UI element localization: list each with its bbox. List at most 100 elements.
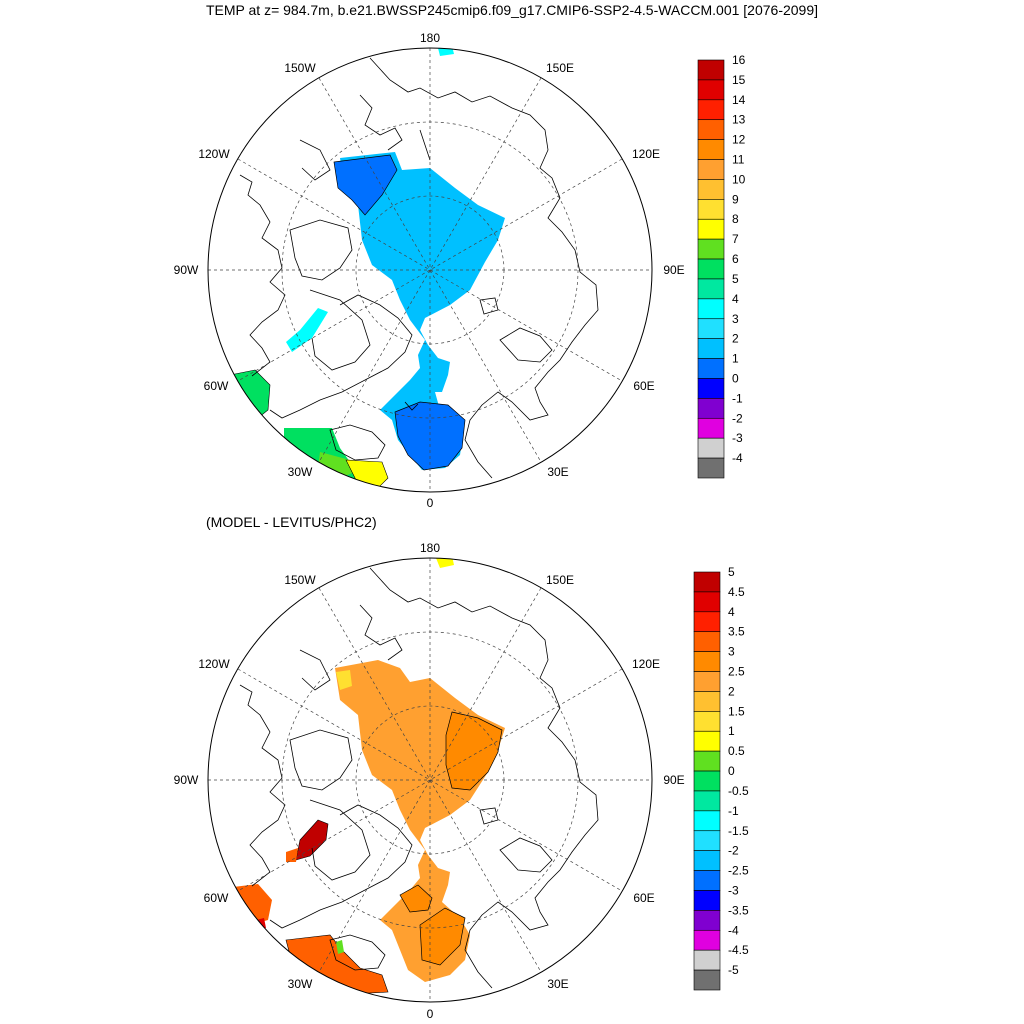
p2-region-baffin-bay: [295, 819, 329, 861]
cb1-label-15: 1: [732, 352, 739, 366]
cb2-label-11: -0.5: [728, 784, 749, 798]
p2-label-120E: 120E: [632, 657, 660, 671]
p1-label-180: 180: [420, 31, 440, 45]
p1-region-central-arctic: [340, 152, 505, 470]
cb1-swatch-7: [697, 199, 725, 220]
panel2-subtitle: (MODEL - LEVITUS/PHC2): [206, 514, 377, 530]
p1-label-0: 0: [427, 496, 434, 510]
p2-region-baffin-bay-edge: [286, 848, 298, 862]
cb1-swatch-12: [697, 298, 725, 320]
cb1-label-7: 9: [732, 192, 739, 206]
cb2-swatch-13: [693, 830, 721, 851]
cb1-label-18: -2: [732, 411, 743, 425]
cb1-label-0: 16: [732, 53, 746, 67]
cb1-label-2: 14: [732, 93, 746, 107]
p1-region-bering-strait-patch: [438, 48, 454, 56]
cb1-label-20: -4: [732, 451, 743, 465]
cb1-label-4: 12: [732, 133, 746, 147]
cb2-label-2: 4: [728, 605, 735, 619]
cb1-swatch-8: [697, 218, 725, 240]
p2-map-border: [207, 557, 653, 1003]
figure-title: TEMP at z= 984.7m, b.e21.BWSSP245cmip6.f…: [205, 2, 819, 18]
cb1-swatch-4: [697, 139, 725, 160]
p1-region-nordic-seas-core: [394, 401, 466, 471]
cb2-label-18: -4: [728, 923, 739, 937]
p1-label-150E: 150E: [546, 61, 574, 75]
cb2-swatch-1: [693, 591, 721, 613]
cb1-swatch-20: [697, 457, 725, 479]
cb1-label-19: -3: [732, 431, 743, 445]
p1-label-150W: 150W: [284, 61, 316, 75]
cb1-swatch-16: [697, 378, 725, 399]
cb2-label-9: 0.5: [728, 744, 745, 758]
cb2-label-16: -3: [728, 883, 739, 897]
cb2-label-12: -1: [728, 804, 739, 818]
cb1-swatch-13: [697, 318, 725, 339]
cb2-swatch-2: [693, 611, 721, 633]
p1-region-canada-basin-core: [333, 154, 398, 216]
p2-region-nordic-seas-core: [399, 884, 433, 913]
cb2-label-0: 5: [728, 565, 735, 579]
cb2-swatch-0: [693, 571, 721, 593]
panel1-map: 180 150W 150E 120W 120E 90W 90E 60W 60E …: [174, 31, 685, 510]
p2-label-150E: 150E: [546, 573, 574, 587]
cb1-swatch-14: [697, 338, 725, 359]
p2-region-eurasian-basin-core: [445, 711, 503, 791]
p2-label-60W: 60W: [204, 891, 229, 905]
cb2-swatch-14: [693, 850, 721, 871]
p2-label-90W: 90W: [174, 773, 199, 787]
cb1-label-13: 3: [732, 312, 739, 326]
cb1-swatch-9: [697, 238, 725, 260]
cb1-label-6: 10: [732, 172, 746, 186]
cb2-swatch-3: [693, 631, 721, 652]
cb2-label-6: 2: [728, 684, 735, 698]
cb2-swatch-16: [693, 890, 721, 911]
panel2-colorbar: 5 4.5 4 3.5 3 2.5 2 1.5 1 0.5 0 -0.5 -1 -1.5 -2 -2.5 -3 -…: [693, 565, 749, 991]
cb1-label-9: 7: [732, 232, 739, 246]
cb2-swatch-10: [693, 770, 721, 792]
p2-label-150W: 150W: [284, 573, 316, 587]
p1-map-border: [207, 47, 653, 493]
cb1-label-10: 6: [732, 252, 739, 266]
cb2-swatch-11: [693, 790, 721, 812]
cb2-swatch-9: [693, 750, 721, 772]
cb2-label-13: -1.5: [728, 824, 749, 838]
p1-label-60W: 60W: [204, 379, 229, 393]
cb1-swatch-0: [697, 59, 725, 81]
cb1-label-11: 5: [732, 272, 739, 286]
cb2-swatch-15: [693, 870, 721, 891]
cb2-label-14: -2: [728, 844, 739, 858]
p1-label-30E: 30E: [547, 465, 568, 479]
p1-lon-labels: 180 150W 150E 120W 120E 90W 90E 60W 60E …: [174, 31, 685, 510]
cb1-label-14: 2: [732, 332, 739, 346]
p2-region-central-arctic: [335, 660, 505, 982]
cb2-swatch-8: [693, 730, 721, 752]
p1-label-30W: 30W: [288, 465, 313, 479]
p1-label-120W: 120W: [198, 147, 230, 161]
cb2-label-1: 4.5: [728, 585, 745, 599]
cb1-label-3: 13: [732, 113, 746, 127]
cb1-swatch-10: [697, 258, 725, 280]
p2-region-greenland-sea-core: [419, 907, 466, 966]
cb1-swatch-3: [697, 119, 725, 140]
p1-label-120E: 120E: [632, 147, 660, 161]
cb1-swatch-5: [697, 159, 725, 180]
cb1-swatch-2: [697, 99, 725, 121]
p2-label-30W: 30W: [288, 977, 313, 991]
p2-lon-labels: 180 150W 150E 120W 120E 90W 90E 60W 60E …: [174, 541, 685, 1021]
cb1-swatch-1: [697, 79, 725, 101]
cb2-label-5: 2.5: [728, 665, 745, 679]
cb2-label-20: -5: [728, 963, 739, 977]
p2-label-180: 180: [420, 541, 440, 555]
cb2-label-3: 3.5: [728, 625, 745, 639]
cb1-label-5: 11: [732, 153, 745, 167]
cb1-label-17: -1: [732, 391, 743, 405]
p2-label-30E: 30E: [547, 977, 568, 991]
p2-region-beaufort-patch: [336, 670, 352, 690]
p2-region-irminger-green: [336, 940, 344, 954]
cb2-swatch-5: [693, 671, 721, 692]
cb2-label-10: 0: [728, 764, 735, 778]
cb2-swatch-7: [693, 711, 721, 732]
